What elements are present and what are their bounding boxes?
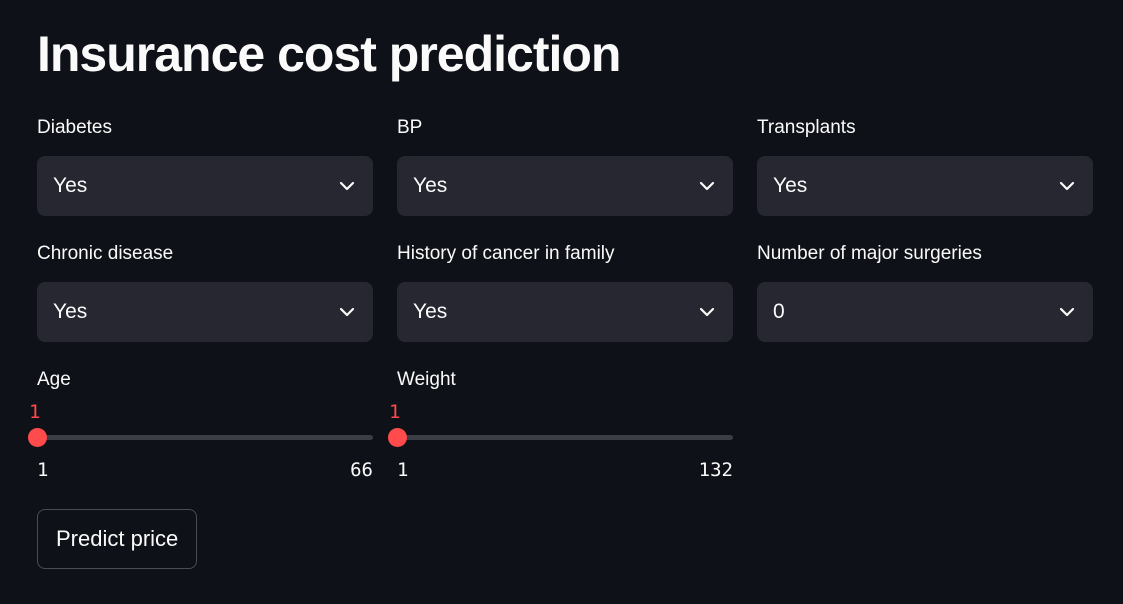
chevron-down-icon (337, 176, 357, 196)
age-slider-thumb[interactable] (28, 428, 47, 447)
age-min-label: 1 (37, 459, 49, 481)
weight-min-label: 1 (397, 459, 409, 481)
age-label: Age (37, 369, 71, 390)
chevron-down-icon (1057, 302, 1077, 322)
cancer-history-field: History of cancer in family Yes (397, 242, 733, 342)
chronic-disease-label: Chronic disease (37, 243, 174, 264)
weight-max-label: 132 (698, 459, 733, 481)
chevron-down-icon (1057, 176, 1077, 196)
chronic-disease-field: Chronic disease Yes (37, 242, 373, 342)
age-slider-track[interactable] (37, 435, 373, 440)
diabetes-field: Diabetes Yes (37, 116, 373, 216)
weight-slider-thumb[interactable] (388, 428, 407, 447)
major-surgeries-label: Number of major surgeries (757, 243, 982, 264)
transplants-select-value: Yes (773, 174, 808, 197)
bp-select-value: Yes (413, 174, 448, 197)
diabetes-label: Diabetes (37, 117, 112, 138)
predict-price-button[interactable]: Predict price (37, 509, 198, 569)
age-slider-field: Age 1 1 66 (28, 368, 373, 481)
weight-slider-field: Weight 1 1 132 (388, 368, 733, 481)
major-surgeries-field: Number of major surgeries 0 (757, 242, 1093, 342)
chevron-down-icon (697, 302, 717, 322)
cancer-history-label: History of cancer in family (397, 243, 615, 264)
major-surgeries-select[interactable]: 0 (757, 282, 1093, 342)
transplants-field: Transplants Yes (757, 116, 1093, 216)
age-max-label: 66 (350, 459, 373, 481)
bp-field: BP Yes (397, 116, 733, 216)
bp-select[interactable]: Yes (397, 156, 733, 216)
cancer-history-select[interactable]: Yes (397, 282, 733, 342)
bp-label: BP (397, 117, 423, 138)
age-current-value: 1 (29, 401, 41, 423)
weight-slider-track[interactable] (397, 435, 733, 440)
page-title: Insurance cost prediction (37, 26, 621, 82)
chronic-disease-select-value: Yes (53, 300, 88, 323)
cancer-history-select-value: Yes (413, 300, 448, 323)
diabetes-select[interactable]: Yes (37, 156, 373, 216)
weight-label: Weight (397, 369, 456, 390)
major-surgeries-select-value: 0 (773, 300, 785, 323)
transplants-label: Transplants (757, 117, 856, 138)
chevron-down-icon (337, 302, 357, 322)
diabetes-select-value: Yes (53, 174, 88, 197)
chevron-down-icon (697, 176, 717, 196)
weight-current-value: 1 (389, 401, 401, 423)
transplants-select[interactable]: Yes (757, 156, 1093, 216)
chronic-disease-select[interactable]: Yes (37, 282, 373, 342)
